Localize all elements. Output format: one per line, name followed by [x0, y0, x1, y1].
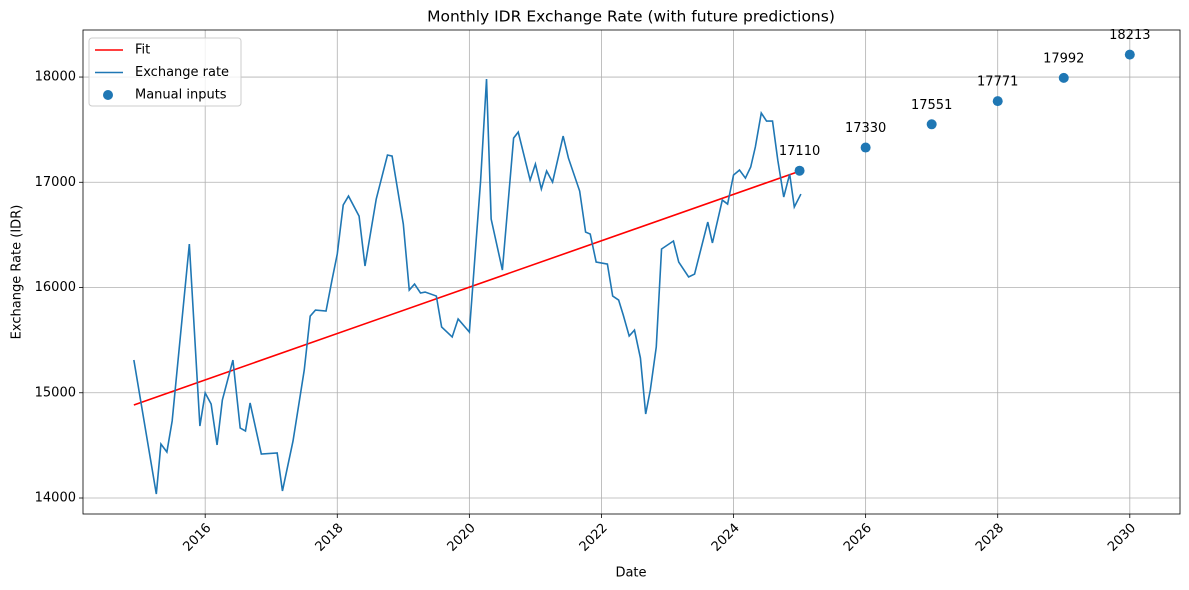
chart-title: Monthly IDR Exchange Rate (with future p… [427, 8, 835, 26]
x-tick-label: 2028 [973, 521, 1007, 555]
data-point [992, 96, 1003, 107]
data-point [926, 119, 937, 130]
y-tick-label: 14000 [35, 491, 76, 506]
data-point [1058, 72, 1069, 83]
legend-label: Exchange rate [135, 65, 229, 80]
legend-marker [103, 90, 113, 100]
y-axis-label: Exchange Rate (IDR) [10, 205, 25, 340]
x-tick-label: 2030 [1105, 521, 1139, 555]
y-tick-label: 17000 [35, 175, 76, 190]
data-line [133, 78, 802, 495]
plot-frame [82, 29, 1181, 515]
x-tick-label: 2026 [841, 521, 875, 555]
x-tick-label: 2024 [709, 521, 743, 555]
data-label: 17110 [779, 144, 820, 159]
data-point [794, 165, 805, 176]
legend-label: Fit [135, 43, 150, 58]
data-line [133, 169, 802, 406]
legend-box [88, 37, 242, 107]
legend: Fit Exchange rate Manual inputs [88, 37, 242, 107]
y-tick-label: 16000 [35, 280, 76, 295]
y-tick-label: 15000 [35, 385, 76, 400]
x-tick-label: 2018 [313, 521, 347, 555]
x-tick-label: 2020 [445, 521, 479, 555]
data-label: 18213 [1109, 28, 1150, 43]
x-tick-label: 2022 [577, 521, 611, 555]
data-label: 17771 [977, 75, 1018, 90]
y-tick-label: 18000 [35, 70, 76, 85]
x-axis-label: Date [615, 566, 646, 581]
data-point [1124, 49, 1135, 60]
data-label: 17551 [911, 98, 952, 113]
data-label: 17992 [1043, 51, 1084, 66]
x-tick-label: 2016 [180, 521, 214, 555]
data-label: 17330 [845, 121, 886, 136]
data-point [860, 142, 871, 153]
legend-label: Manual inputs [135, 88, 227, 103]
